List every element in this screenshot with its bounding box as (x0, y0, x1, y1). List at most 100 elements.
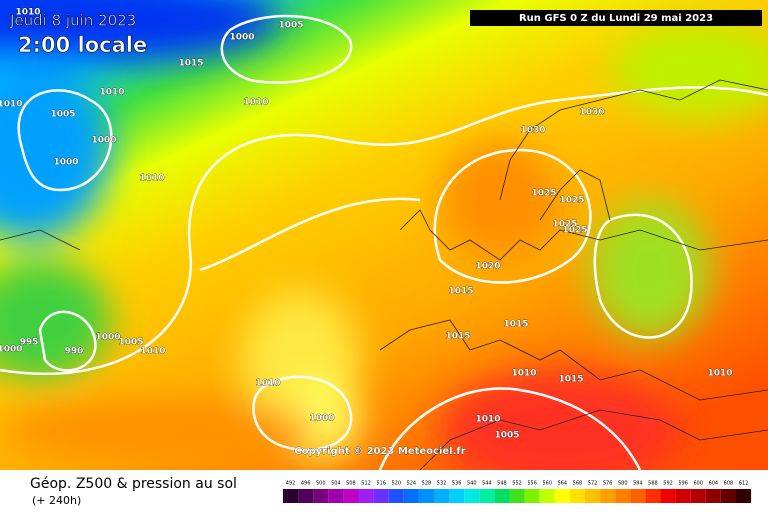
legend-swatch (403, 489, 419, 503)
isobar-label: 1015 (503, 320, 528, 330)
isobar-label: 1010 (140, 347, 165, 357)
legend-swatch (585, 489, 601, 503)
legend-swatch (373, 489, 389, 503)
isobar-label: 1010 (475, 415, 500, 425)
isobar-label: 1020 (475, 262, 500, 272)
legend-swatch (434, 489, 450, 503)
legend-label: 512 (361, 481, 371, 487)
isobar-label: 1030 (520, 126, 545, 136)
isobar-label: 1010 (255, 379, 280, 389)
local-time: 2:00 locale (18, 33, 147, 57)
legend-swatch (645, 489, 661, 503)
isobar-label: 1000 (91, 136, 116, 146)
legend-label: 584 (633, 481, 643, 487)
legend-swatch (675, 489, 691, 503)
isobar-label: 1010 (0, 100, 23, 110)
legend-swatch (298, 489, 314, 503)
legend-swatch (479, 489, 495, 503)
isobar-label: 1015 (558, 375, 583, 385)
run-box (470, 10, 762, 26)
isobar-label: 1000 (309, 414, 334, 424)
legend-swatch (283, 489, 299, 503)
legend-swatch (524, 489, 540, 503)
isobar-label: 1025 (531, 189, 556, 199)
legend-swatch (464, 489, 480, 503)
isobar-label: 1005 (278, 21, 303, 31)
isobar-label: 1010 (15, 8, 40, 18)
legend-label: 524 (407, 481, 417, 487)
isobar-label: 1010 (99, 88, 124, 98)
legend-label: 596 (678, 481, 688, 487)
legend-label: 516 (376, 481, 386, 487)
legend-label: 508 (346, 481, 356, 487)
isobar-label: 995 (20, 338, 39, 348)
isobar-label: 1015 (445, 332, 470, 342)
legend-label: 528 (422, 481, 432, 487)
legend-label: 504 (331, 481, 341, 487)
isobar-label: 1025 (559, 196, 584, 206)
footer-title: Géop. Z500 & pression au sol (30, 476, 237, 492)
legend-label: 592 (663, 481, 673, 487)
legend-label: 548 (497, 481, 507, 487)
legend-label: 588 (648, 481, 658, 487)
legend-label: 580 (618, 481, 628, 487)
legend-swatch (418, 489, 434, 503)
legend-swatch (388, 489, 404, 503)
legend-swatch (615, 489, 631, 503)
isobar-label: 990 (65, 347, 84, 357)
legend-label: 572 (588, 481, 598, 487)
isobar-label: 1015 (178, 59, 203, 69)
legend-label: 536 (452, 481, 462, 487)
legend-swatch (690, 489, 706, 503)
copyright: Copyright © 2023 Meteociel.fr (294, 446, 465, 457)
lead-time: (+ 240h) (32, 494, 81, 507)
legend-label: 604 (709, 481, 719, 487)
legend-swatch (705, 489, 721, 503)
isobar-label: 1010 (139, 174, 164, 184)
legend-swatch (600, 489, 616, 503)
isobar-label: 1010 (511, 369, 536, 379)
legend-swatch (358, 489, 374, 503)
legend-label: 540 (467, 481, 477, 487)
isobar-labels: 1010100510001015101010101005101010001000… (0, 7, 733, 441)
isobar-label: 1010 (243, 98, 268, 108)
legend-label: 544 (482, 481, 492, 487)
legend-label: 576 (603, 481, 613, 487)
legend-swatch (660, 489, 676, 503)
isobar-label: 1005 (118, 338, 143, 348)
legend-swatch (539, 489, 555, 503)
legend-label: 600 (693, 481, 703, 487)
legend-label: 556 (527, 481, 537, 487)
legend-label: 612 (739, 481, 749, 487)
legend-swatch (494, 489, 510, 503)
legend-swatch (554, 489, 570, 503)
map-field: Jeudi 8 juin 2023 2:00 locale Run GFS 0 … (0, 0, 768, 470)
legend-label: 532 (437, 481, 447, 487)
valid-date: Jeudi 8 juin 2023 (9, 12, 136, 30)
legend-swatch (569, 489, 585, 503)
isobar-label: 1025 (552, 220, 577, 230)
legend-label: 500 (316, 481, 326, 487)
isobar-label: 1015 (448, 287, 473, 297)
run-info: Run GFS 0 Z du Lundi 29 mai 2023 (519, 13, 713, 24)
isobar-label: 1000 (95, 333, 120, 343)
isobar-label: 1025 (562, 226, 587, 236)
legend-swatch (343, 489, 359, 503)
legend-swatch (736, 489, 752, 503)
legend-label: 492 (286, 481, 296, 487)
legend-label: 520 (391, 481, 401, 487)
isobar-label: 1000 (0, 345, 23, 355)
legend-label: 568 (573, 481, 583, 487)
isobars (0, 14, 768, 470)
isobar-label: 1005 (50, 110, 75, 120)
legend-swatch (630, 489, 646, 503)
legend-label: 560 (542, 481, 552, 487)
legend-swatch (313, 489, 329, 503)
legend-label: 496 (301, 481, 311, 487)
legend-label: 608 (724, 481, 734, 487)
legend-swatch (720, 489, 736, 503)
legend-swatch (449, 489, 465, 503)
isobar-label: 1000 (53, 158, 78, 168)
isobar-label: 1000 (229, 33, 254, 43)
